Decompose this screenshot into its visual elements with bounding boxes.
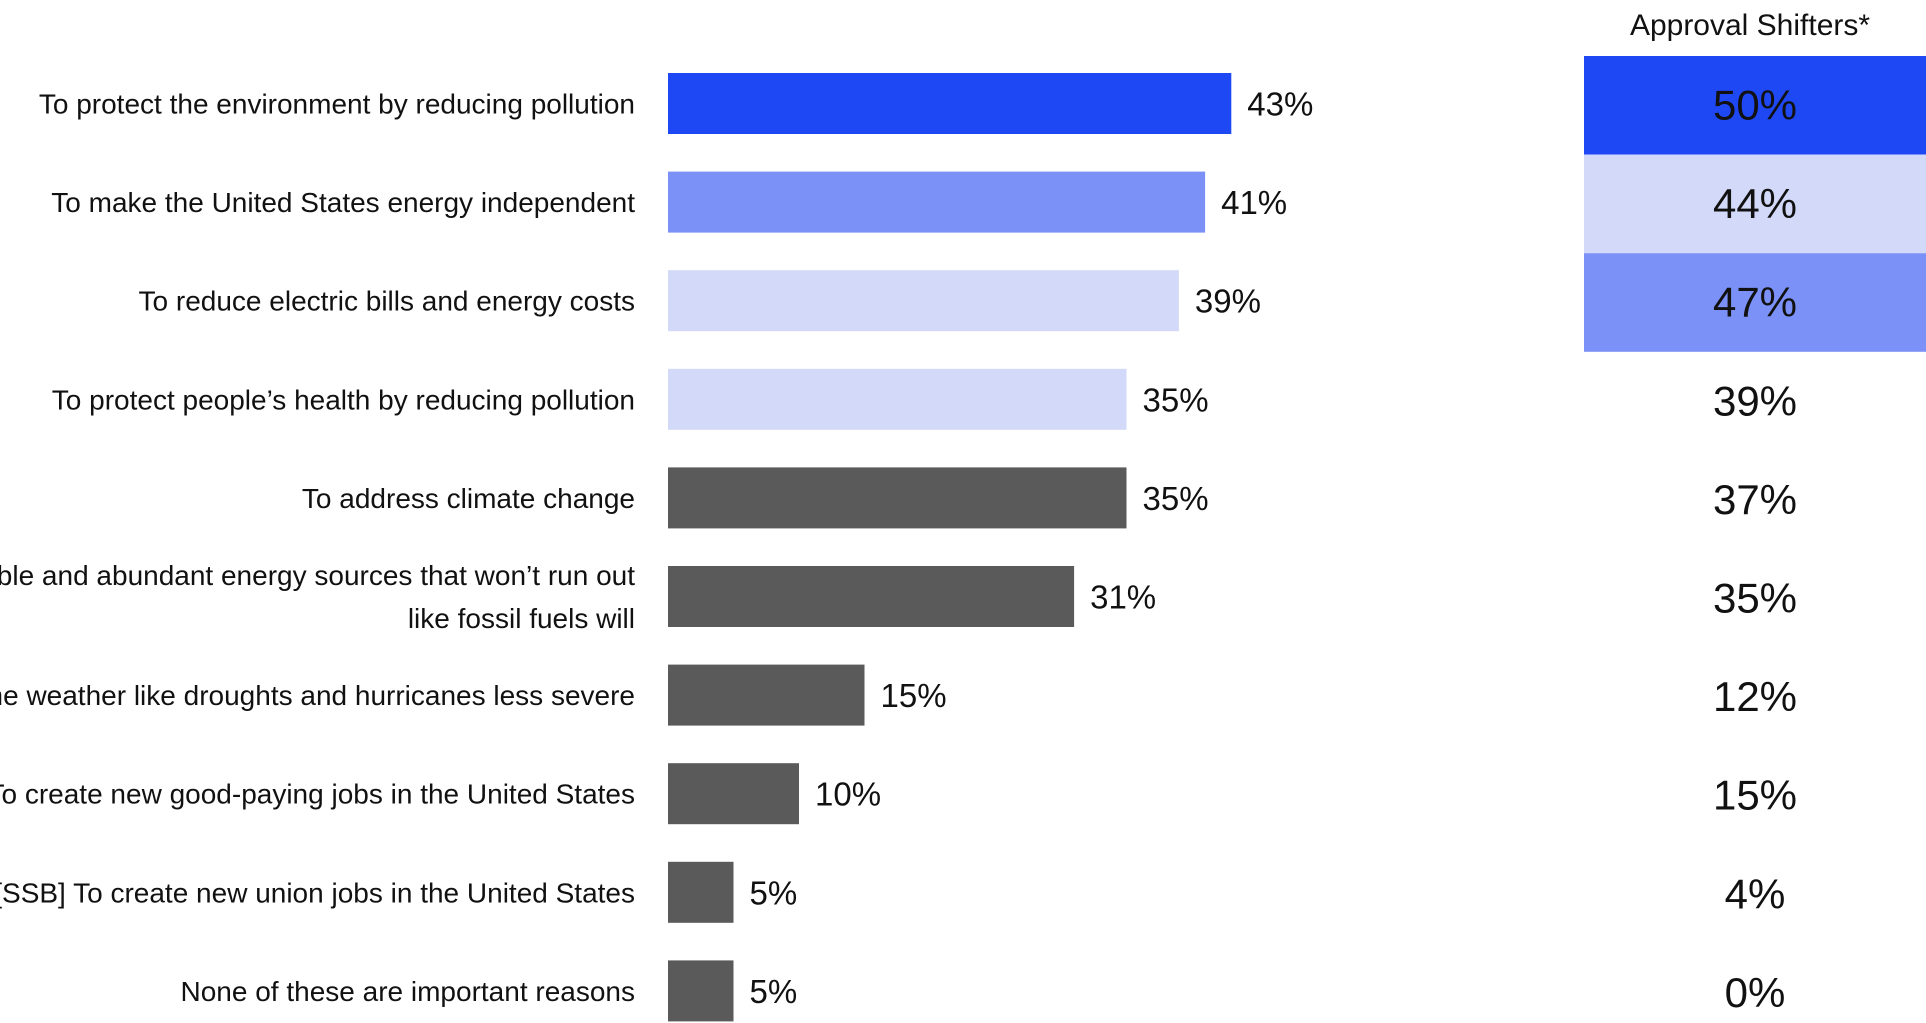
bar-value-label: 15% [881,677,947,714]
bar [668,763,799,825]
approval-shifter-value: 44% [1713,180,1797,227]
bar [668,467,1127,529]
approval-shifter-highlight [1584,253,1926,352]
bar [668,73,1232,134]
bar [668,566,1075,627]
bar [668,368,1127,430]
approval-shifter-value: 35% [1713,575,1797,622]
bar [668,270,1179,332]
category-label: To make the United States energy indepen… [51,187,635,218]
approval-shifter-value: 39% [1713,377,1797,424]
category-label: To make extreme weather like droughts an… [0,680,635,711]
bar [668,960,734,1022]
category-label: To create new good-paying jobs in the Un… [0,779,635,810]
approval-shifter-value: 47% [1713,279,1797,326]
bar-value-label: 43% [1247,86,1313,123]
approval-shifter-value: 4% [1725,870,1786,917]
bar-value-label: 35% [1143,381,1209,418]
category-label: like fossil fuels will [408,603,635,634]
category-label: [SSB] To create new union jobs in the Un… [0,877,635,908]
approval-shifter-value: 37% [1713,476,1797,523]
approval-shifter-value: 50% [1713,82,1797,129]
category-label: None of these are important reasons [181,976,635,1007]
bar-value-label: 10% [815,776,881,813]
bar-value-label: 5% [750,973,798,1010]
category-label: To use reliable and abundant energy sour… [0,560,635,591]
approval-shifter-value: 0% [1725,969,1786,1016]
approval-shifter-value: 12% [1713,673,1797,720]
bar-value-label: 39% [1195,283,1261,320]
category-label: To protect the environment by reducing p… [39,89,635,120]
approval-shifter-highlight [1584,154,1926,254]
category-label: To protect people’s health by reducing p… [52,384,635,415]
category-label: To reduce electric bills and energy cost… [139,286,635,317]
bar-value-label: 35% [1143,480,1209,517]
approval-shifter-value: 15% [1713,772,1797,819]
bar-value-label: 31% [1090,579,1156,616]
category-label: To address climate change [302,483,635,514]
approval-shifter-highlight [1584,56,1926,155]
bar [668,171,1206,233]
chart-rows: To protect the environment by reducing p… [0,56,1926,1022]
bar-value-label: 5% [750,874,798,911]
bar-value-label: 41% [1221,184,1287,221]
bar [668,861,734,923]
bar [668,664,865,726]
approval-shifters-header: Approval Shifters* [1630,9,1870,42]
